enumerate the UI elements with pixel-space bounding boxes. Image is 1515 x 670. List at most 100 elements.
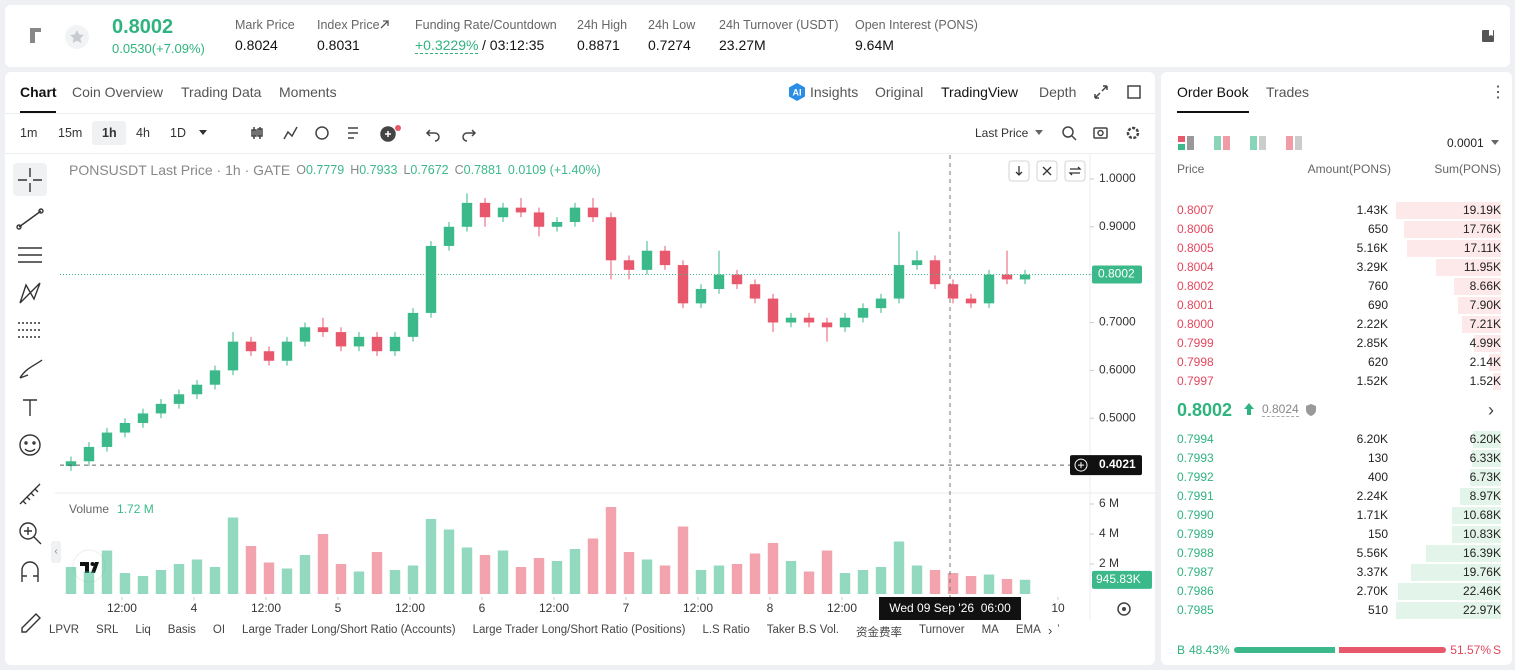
- order-price[interactable]: 0.7999: [1177, 336, 1214, 350]
- order-price[interactable]: 0.8001: [1177, 298, 1214, 312]
- candle-body: [1019, 274, 1031, 280]
- depth-bar: [1451, 526, 1501, 543]
- tab[interactable]: Chart: [20, 84, 57, 100]
- order-sum: 6.20K: [1469, 432, 1501, 446]
- y-tick-label: 0.6000: [1099, 363, 1136, 377]
- favorite-button[interactable]: [64, 24, 90, 50]
- stat-value[interactable]: +0.3229%: [415, 37, 479, 54]
- volume-bar: [461, 547, 473, 594]
- order-price[interactable]: 0.7987: [1177, 565, 1214, 579]
- candle-body: [767, 298, 779, 323]
- order-price[interactable]: 0.8000: [1177, 317, 1214, 331]
- candle-body: [749, 284, 761, 299]
- order-sum: 7.21K: [1469, 317, 1501, 331]
- candle-body: [317, 327, 329, 333]
- toolbar-icons[interactable]: [250, 124, 480, 142]
- indicator[interactable]: OI: [212, 624, 226, 636]
- order-price[interactable]: 0.7985: [1177, 603, 1214, 617]
- indicator[interactable]: Large Trader Long/Short Ratio (Positions…: [472, 624, 686, 636]
- order-price[interactable]: 0.7998: [1177, 355, 1214, 369]
- active-tab-underline: [1177, 111, 1249, 113]
- order-price[interactable]: 0.7988: [1177, 546, 1214, 560]
- order-price[interactable]: 0.8006: [1177, 222, 1214, 236]
- order-price[interactable]: 0.7994: [1177, 432, 1214, 446]
- caret[interactable]: [1035, 130, 1043, 136]
- settings-icon[interactable]: [1116, 601, 1132, 617]
- indicator[interactable]: MA: [981, 624, 999, 636]
- order-price[interactable]: 0.7990: [1177, 508, 1214, 522]
- indicator[interactable]: Taker B.S Vol.: [766, 624, 839, 636]
- view-option[interactable]: Insights: [810, 84, 859, 100]
- orderbook-tab[interactable]: Order Book: [1177, 84, 1249, 100]
- chart-controls[interactable]: [1008, 160, 1088, 182]
- order-price[interactable]: 0.8005: [1177, 241, 1214, 255]
- order-amount: 6.20K: [1356, 432, 1388, 446]
- order-price[interactable]: 0.7991: [1177, 489, 1214, 503]
- order-price[interactable]: 0.7997: [1177, 374, 1214, 388]
- depth-bar: [1435, 259, 1501, 276]
- collapse-toggle[interactable]: ‹: [51, 541, 61, 563]
- external-icon[interactable]: [380, 19, 390, 29]
- indicator[interactable]: EMA: [1015, 624, 1041, 636]
- stat-value: 9.64M: [855, 37, 894, 53]
- y2-tick-label: 6 M: [1099, 496, 1119, 510]
- drawing-tools[interactable]: [10, 160, 52, 640]
- timeframe[interactable]: 4h: [136, 126, 150, 140]
- orderbook-tab[interactable]: Trades: [1266, 84, 1310, 100]
- view-option[interactable]: Depth: [1039, 84, 1077, 100]
- tab[interactable]: Coin Overview: [72, 84, 164, 100]
- candle-body: [209, 370, 221, 385]
- indicator[interactable]: 资金费率: [855, 627, 902, 639]
- candle-body: [119, 423, 131, 433]
- volume-bar: [767, 543, 779, 594]
- caret[interactable]: [1491, 140, 1499, 146]
- expand-chevron[interactable]: ›: [1488, 400, 1494, 420]
- precision[interactable]: 0.0001: [1447, 136, 1484, 150]
- candle-body: [803, 317, 815, 323]
- stat-value: 0.7274: [648, 37, 691, 53]
- order-price[interactable]: 0.7993: [1177, 451, 1214, 465]
- divider: [5, 113, 1155, 114]
- volume-label: Volume: [69, 502, 109, 516]
- layout-toggles[interactable]: [1177, 134, 1302, 152]
- timeframe[interactable]: 1h: [102, 126, 117, 140]
- x-tick-label: 5: [335, 601, 342, 615]
- last-price: 0.8002: [112, 16, 174, 38]
- more-menu[interactable]: ⋮: [1490, 84, 1506, 101]
- candle-body: [137, 413, 149, 423]
- timeframe[interactable]: 15m: [58, 126, 83, 140]
- scroll-right[interactable]: ›: [1048, 623, 1053, 638]
- order-amount: 400: [1367, 470, 1388, 484]
- indicator[interactable]: Volu: [1058, 624, 1059, 640]
- depth-bar: [1452, 507, 1501, 524]
- caret[interactable]: [198, 129, 208, 137]
- order-price[interactable]: 0.7986: [1177, 584, 1214, 598]
- volume-bar: [821, 550, 833, 594]
- view-option[interactable]: Original: [875, 84, 924, 100]
- notes-icon[interactable]: [1480, 28, 1496, 44]
- indicator[interactable]: Large Trader Long/Short Ratio (Accounts): [242, 624, 456, 636]
- order-price[interactable]: 0.7989: [1177, 527, 1214, 541]
- indicator[interactable]: Liq: [135, 624, 151, 636]
- tab[interactable]: Moments: [279, 84, 337, 100]
- tool-icons[interactable]: [1060, 124, 1144, 142]
- indicator[interactable]: Basis: [167, 624, 196, 636]
- indicator[interactable]: LPVR: [49, 624, 80, 636]
- indicator[interactable]: Turnover: [918, 624, 965, 636]
- legend-l: 0.7672: [410, 163, 448, 177]
- order-amount: 1.71K: [1356, 508, 1388, 522]
- tab[interactable]: Trading Data: [181, 84, 262, 100]
- timeframe[interactable]: 1m: [20, 126, 38, 140]
- panel-icons[interactable]: [1093, 84, 1143, 100]
- price-type[interactable]: Last Price: [975, 126, 1029, 140]
- view-option[interactable]: TradingView: [941, 84, 1019, 100]
- order-price[interactable]: 0.8002: [1177, 279, 1214, 293]
- x-tick-label: 12:00: [827, 601, 857, 615]
- volume-bar: [713, 565, 725, 594]
- timeframe[interactable]: 1D: [170, 126, 186, 140]
- order-price[interactable]: 0.8007: [1177, 203, 1214, 217]
- indicator[interactable]: SRL: [96, 624, 119, 636]
- order-price[interactable]: 0.7992: [1177, 470, 1214, 484]
- order-price[interactable]: 0.8004: [1177, 260, 1214, 274]
- indicator[interactable]: L.S Ratio: [702, 624, 750, 636]
